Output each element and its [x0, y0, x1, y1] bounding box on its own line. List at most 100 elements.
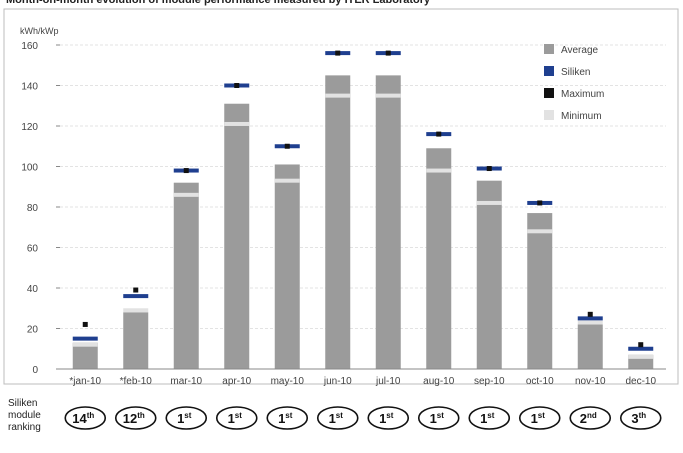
grid-lines [60, 44, 666, 329]
average-bar [375, 75, 401, 369]
maximum-marker [183, 168, 189, 174]
ranking-badge: 1st [266, 406, 309, 430]
y-tick-label: 160 [21, 41, 38, 52]
x-tick-label: nov-10 [575, 376, 606, 387]
legend-swatch [544, 44, 554, 54]
x-tick-label: *jan-10 [69, 376, 101, 387]
chart-caption: Month-on-month evolution of module perfo… [6, 0, 431, 6]
ranking-value: 12th [123, 411, 145, 426]
x-axis-ticks: *jan-10 *feb-10 mar-10 apr-10 may-10 jun-10 ju… [69, 376, 656, 387]
legend-swatch [544, 88, 554, 98]
siliken-marker [577, 316, 603, 321]
ranking-badge-oval [114, 406, 157, 430]
ranking-badge: 1st [417, 406, 460, 430]
maximum-marker [537, 200, 543, 206]
ranking-badge: 1st [215, 406, 258, 430]
y-tick-label: 80 [27, 203, 39, 214]
x-tick-label: jul-10 [375, 376, 401, 387]
legend-swatch [544, 66, 554, 76]
bar-group-nov-10 [577, 311, 603, 369]
y-axis-ticks: 0 20 40 60 80 100 120 140 160 [21, 41, 60, 376]
ranking-badge-oval [569, 406, 612, 430]
minimum-marker [274, 178, 300, 183]
ranking-badge: 2nd [569, 406, 612, 430]
ranking-badge-oval [518, 406, 561, 430]
ranking-value: 2nd [580, 411, 597, 426]
maximum-marker [486, 166, 492, 172]
average-bar [426, 148, 452, 369]
ranking-badge-oval [266, 406, 309, 430]
average-bar [224, 103, 250, 369]
maximum-marker [234, 83, 240, 88]
ranking-value: 1st [480, 411, 495, 426]
legend-item-siliken: Siliken [544, 66, 590, 78]
ranking-badges: 14th 12th 1st 1st 1st 1st 1st 1st 1st 1st 2nd 3th [64, 406, 662, 430]
average-bar [527, 213, 553, 369]
legend-label: Average [561, 45, 599, 56]
ranking-badge: 1st [468, 406, 511, 430]
maximum-marker [385, 50, 391, 56]
x-tick-label: jun-10 [323, 376, 352, 387]
bar-group-mar-10 [173, 168, 199, 369]
ranking-badge-oval [468, 406, 511, 430]
ranking-badge: 1st [165, 406, 208, 430]
bar-group-feb-10 [123, 287, 149, 369]
bar-group-jul-10 [375, 50, 401, 369]
y-axis-unit-label: kWh/kWp [20, 26, 59, 36]
x-tick-label: may-10 [271, 376, 305, 387]
minimum-marker [375, 93, 401, 98]
ranking-value: 1st [177, 411, 192, 426]
legend: Average Siliken Maximum Minimum [544, 44, 604, 122]
x-tick-label: mar-10 [170, 376, 202, 387]
minimum-marker [72, 342, 98, 347]
legend-label: Minimum [561, 111, 602, 122]
y-tick-label: 120 [21, 122, 38, 133]
maximum-marker [133, 287, 139, 293]
siliken-marker [72, 336, 98, 341]
ranking-label-line: Siliken [8, 398, 37, 409]
maximum-marker [82, 321, 88, 327]
ranking-value: 1st [278, 411, 293, 426]
ranking-value: 1st [430, 411, 445, 426]
ranking-value: 3th [631, 411, 646, 426]
maximum-marker [284, 143, 290, 149]
y-tick-label: 20 [27, 325, 39, 336]
bar-group-jan-10 [72, 321, 98, 369]
legend-label: Siliken [561, 67, 590, 78]
ranking-value: 1st [228, 411, 243, 426]
ranking-badge: 1st [367, 406, 410, 430]
siliken-marker [628, 346, 654, 351]
ranking-value: 14th [72, 411, 94, 426]
x-tick-label: apr-10 [222, 376, 251, 387]
bar-group-may-10 [274, 143, 300, 369]
minimum-marker [527, 229, 553, 234]
legend-item-maximum: Maximum [544, 88, 604, 100]
legend-label: Maximum [561, 89, 604, 100]
ranking-badge: 14th [64, 406, 107, 430]
minimum-marker [123, 308, 149, 313]
legend-item-minimum: Minimum [544, 110, 602, 122]
legend-swatch [544, 110, 554, 120]
y-tick-label: 40 [27, 284, 39, 295]
y-tick-label: 60 [27, 244, 39, 255]
x-tick-label: aug-10 [423, 376, 455, 387]
siliken-marker [123, 294, 149, 299]
minimum-marker [577, 320, 603, 325]
legend-item-average: Average [544, 44, 599, 56]
bar-group-aug-10 [426, 131, 452, 369]
bars [72, 50, 654, 369]
minimum-marker [476, 200, 502, 205]
x-tick-label: sep-10 [474, 376, 505, 387]
average-bar [325, 75, 351, 369]
maximum-marker [638, 342, 644, 348]
x-tick-label: *feb-10 [120, 376, 153, 387]
ranking-badge: 1st [518, 406, 561, 430]
ranking-badge-oval [165, 406, 208, 430]
ranking-badge: 3th [619, 406, 662, 430]
ranking-badge: 12th [114, 406, 157, 430]
ranking-label-line: ranking [8, 422, 41, 433]
average-bar [476, 180, 502, 369]
ranking-badge-oval [417, 406, 460, 430]
minimum-marker [325, 93, 351, 98]
